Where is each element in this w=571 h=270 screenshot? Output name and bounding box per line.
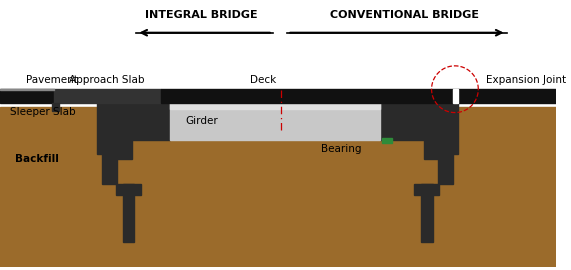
Polygon shape [380, 109, 401, 130]
Bar [0, 107, 556, 266]
Polygon shape [380, 103, 458, 184]
Bar [0, 89, 54, 103]
Bar [51, 103, 59, 111]
Bar [414, 184, 439, 195]
Bar [382, 138, 392, 143]
Polygon shape [166, 109, 385, 130]
Text: CONVENTIONAL BRIDGE: CONVENTIONAL BRIDGE [330, 10, 478, 20]
Bar [171, 109, 380, 130]
Text: Approach Slab: Approach Slab [70, 75, 145, 85]
Text: INTEGRAL BRIDGE: INTEGRAL BRIDGE [146, 10, 258, 20]
Bar [0, 4, 556, 109]
Text: Backfill: Backfill [15, 154, 58, 164]
Text: Deck: Deck [250, 75, 276, 85]
Bar [171, 103, 380, 140]
Bar [116, 184, 141, 195]
Bar [160, 89, 458, 103]
Bar [123, 184, 134, 242]
Bar [421, 184, 432, 242]
Text: Expansion Joint: Expansion Joint [486, 75, 566, 85]
Text: Girder: Girder [185, 116, 218, 126]
Text: Sleeper Slab: Sleeper Slab [10, 107, 75, 117]
Text: Pavement: Pavement [26, 75, 78, 85]
Bar [54, 89, 160, 103]
Text: Bearing: Bearing [321, 144, 362, 154]
Polygon shape [149, 109, 171, 130]
Polygon shape [98, 103, 171, 184]
Bar [458, 89, 556, 103]
Bar [171, 103, 380, 109]
Bar [0, 89, 54, 90]
Bar [453, 89, 458, 103]
